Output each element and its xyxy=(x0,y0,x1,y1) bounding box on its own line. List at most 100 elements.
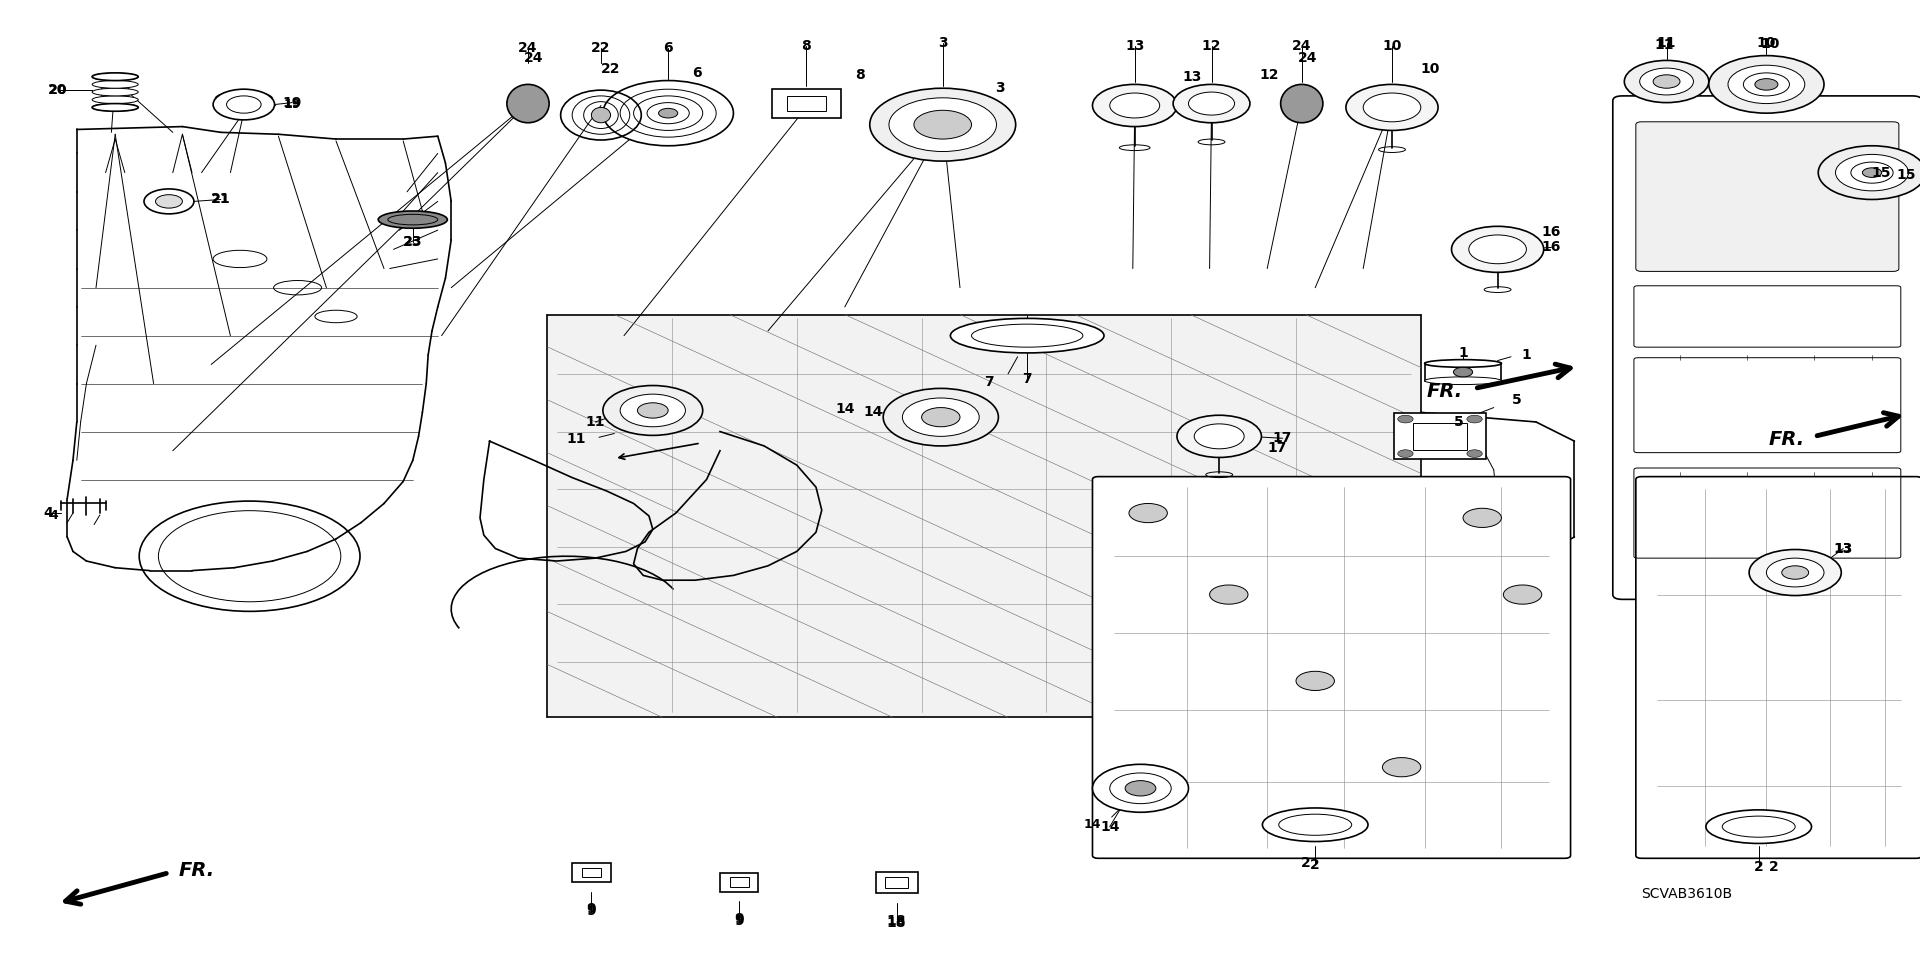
Circle shape xyxy=(1640,68,1693,95)
Circle shape xyxy=(620,394,685,427)
Bar xyxy=(885,877,908,888)
Bar xyxy=(787,96,826,111)
Ellipse shape xyxy=(378,211,447,228)
Bar xyxy=(772,89,841,118)
Text: 8: 8 xyxy=(801,39,812,53)
Text: 23: 23 xyxy=(403,235,422,248)
Text: 10: 10 xyxy=(1757,36,1776,50)
Text: 14: 14 xyxy=(835,403,854,416)
Text: 17: 17 xyxy=(1267,441,1286,455)
Circle shape xyxy=(1453,367,1473,377)
Text: 1: 1 xyxy=(1521,348,1532,362)
Text: 9: 9 xyxy=(733,914,745,927)
Text: FR.: FR. xyxy=(1768,430,1805,449)
Text: 2: 2 xyxy=(1309,858,1321,872)
Text: 13: 13 xyxy=(1183,70,1202,83)
Circle shape xyxy=(100,84,131,100)
Circle shape xyxy=(213,89,275,120)
Circle shape xyxy=(1624,60,1709,103)
Text: 23: 23 xyxy=(403,235,422,248)
Text: 24: 24 xyxy=(518,41,538,55)
Text: 21: 21 xyxy=(211,193,230,206)
Text: 5: 5 xyxy=(1511,393,1523,407)
Circle shape xyxy=(1398,415,1413,423)
Text: 11: 11 xyxy=(586,415,605,429)
Text: 22: 22 xyxy=(601,62,620,76)
Text: 21: 21 xyxy=(211,193,230,206)
Text: 2: 2 xyxy=(1300,856,1311,870)
Text: 18: 18 xyxy=(887,916,906,929)
Circle shape xyxy=(1125,781,1156,796)
Circle shape xyxy=(1755,79,1778,90)
Ellipse shape xyxy=(950,318,1104,353)
Bar xyxy=(1413,423,1467,450)
Text: 8: 8 xyxy=(854,68,866,82)
Text: 3: 3 xyxy=(995,82,1006,95)
Text: 13: 13 xyxy=(1834,542,1853,555)
Ellipse shape xyxy=(388,215,438,224)
Text: 15: 15 xyxy=(1897,168,1916,181)
Circle shape xyxy=(1363,93,1421,122)
Text: 3: 3 xyxy=(937,36,948,50)
Text: 13: 13 xyxy=(1834,542,1853,555)
Text: 14: 14 xyxy=(1100,820,1119,833)
Circle shape xyxy=(634,96,703,130)
Circle shape xyxy=(156,195,182,208)
Bar xyxy=(1394,413,1486,459)
Text: 17: 17 xyxy=(1273,432,1292,445)
Ellipse shape xyxy=(1707,809,1812,844)
Circle shape xyxy=(620,89,716,137)
Ellipse shape xyxy=(92,81,138,88)
Text: 18: 18 xyxy=(887,914,906,927)
FancyBboxPatch shape xyxy=(547,315,1421,717)
Circle shape xyxy=(1467,415,1482,423)
Ellipse shape xyxy=(92,73,138,81)
Circle shape xyxy=(1728,65,1805,104)
Circle shape xyxy=(1782,566,1809,579)
Text: 14: 14 xyxy=(864,406,883,419)
Ellipse shape xyxy=(1425,360,1501,367)
Bar xyxy=(720,873,758,892)
Text: 6: 6 xyxy=(691,66,703,80)
Text: 2: 2 xyxy=(1753,860,1764,874)
Text: 22: 22 xyxy=(591,41,611,55)
Circle shape xyxy=(1177,415,1261,457)
FancyBboxPatch shape xyxy=(1636,477,1920,858)
Ellipse shape xyxy=(92,104,138,111)
Text: 2: 2 xyxy=(1768,860,1780,874)
Circle shape xyxy=(870,88,1016,161)
Circle shape xyxy=(1188,92,1235,115)
Text: 20: 20 xyxy=(48,83,67,97)
Circle shape xyxy=(1503,585,1542,604)
Circle shape xyxy=(603,81,733,146)
Circle shape xyxy=(1129,503,1167,523)
Circle shape xyxy=(1743,73,1789,96)
Bar xyxy=(730,877,749,887)
Circle shape xyxy=(1296,671,1334,690)
Text: 19: 19 xyxy=(282,98,301,111)
Text: 19: 19 xyxy=(282,96,301,109)
Text: 20: 20 xyxy=(48,83,67,97)
Text: 12: 12 xyxy=(1260,68,1279,82)
Circle shape xyxy=(1766,558,1824,587)
Circle shape xyxy=(1709,56,1824,113)
Text: 16: 16 xyxy=(1542,225,1561,239)
Ellipse shape xyxy=(92,104,138,111)
Circle shape xyxy=(659,108,678,118)
Text: FR.: FR. xyxy=(179,861,215,880)
Ellipse shape xyxy=(1281,84,1323,123)
Text: 15: 15 xyxy=(1872,166,1891,179)
Ellipse shape xyxy=(1263,807,1367,842)
Text: 9: 9 xyxy=(586,904,597,918)
Ellipse shape xyxy=(92,73,138,81)
Text: 4: 4 xyxy=(42,506,54,520)
Circle shape xyxy=(1836,154,1908,191)
FancyBboxPatch shape xyxy=(1613,96,1920,599)
Circle shape xyxy=(902,398,979,436)
Text: 1: 1 xyxy=(1457,346,1469,360)
Text: 12: 12 xyxy=(1202,39,1221,53)
Ellipse shape xyxy=(507,84,549,123)
Bar xyxy=(572,863,611,882)
Text: 16: 16 xyxy=(1542,241,1561,254)
Circle shape xyxy=(883,388,998,446)
